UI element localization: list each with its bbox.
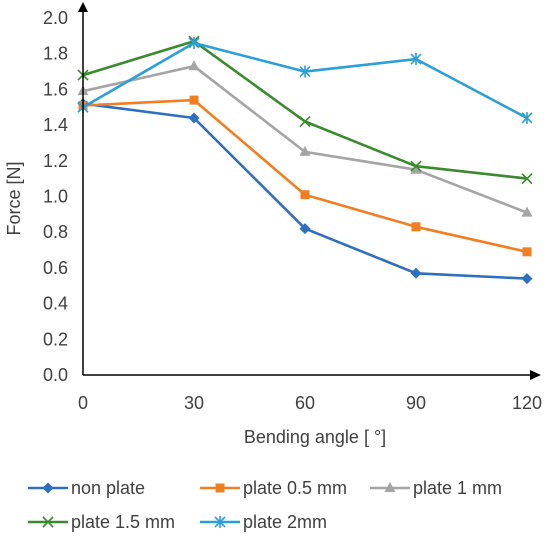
legend-label: non plate: [71, 478, 145, 498]
y-tick-label: 1.2: [43, 151, 68, 171]
y-tick-label: 0.4: [43, 294, 68, 314]
legend-label: plate 2mm: [243, 512, 327, 532]
data-point: [299, 65, 311, 78]
data-point: [522, 247, 532, 257]
data-point: [299, 145, 311, 156]
y-tick-label: 1.4: [43, 115, 68, 135]
axes-layer: [78, 2, 541, 380]
series-layer: [77, 35, 533, 285]
legend-item: plate 1 mm: [370, 478, 502, 498]
legend-marker: [42, 516, 54, 528]
data-point: [188, 60, 200, 71]
data-point: [410, 160, 422, 172]
y-tick-label: 0.0: [43, 365, 68, 385]
x-tick-label: 0: [78, 393, 88, 413]
data-point: [300, 190, 310, 200]
legend-item: plate 1.5 mm: [28, 512, 175, 532]
legend-item: plate 0.5 mm: [200, 478, 347, 498]
legend-item: plate 2mm: [200, 512, 327, 532]
y-tick-label: 1.6: [43, 79, 68, 99]
legend-marker: [42, 482, 54, 494]
data-point: [189, 95, 199, 105]
x-tick-label: 90: [406, 393, 426, 413]
legend-label: plate 1 mm: [413, 478, 502, 498]
y-axis-title: Force [N]: [4, 161, 24, 235]
series-line: [82, 39, 528, 180]
x-axis-title: Bending angle [ °]: [244, 427, 386, 447]
legend-label: plate 0.5 mm: [243, 478, 347, 498]
x-tick-label: 120: [512, 393, 542, 413]
tick-labels: 0.0 0.2 0.4 0.6 0.8 1.0 1.2 1.4 1.6 1.8 2.0 0 30 60 90…: [43, 8, 542, 413]
data-point: [299, 115, 311, 128]
legend-label: plate 1.5 mm: [71, 512, 175, 532]
y-tick-label: 1.0: [43, 187, 68, 207]
x-axis-arrow: [530, 370, 541, 380]
legend-marker: [384, 482, 396, 492]
data-point: [521, 173, 533, 185]
legend-marker: [214, 516, 226, 528]
y-tick-label: 2.0: [43, 8, 68, 28]
series-plate-1-5-mm: [77, 35, 533, 185]
y-tick-label: 0.8: [43, 222, 68, 242]
data-point: [411, 222, 421, 232]
y-tick-label: 1.8: [43, 44, 68, 64]
legend: non plate plate 0.5 mm plate 1 mm plate 1.5…: [28, 478, 502, 532]
data-point: [410, 163, 422, 174]
y-tick-label: 0.6: [43, 258, 68, 278]
data-point: [410, 53, 422, 66]
legend-item: non plate: [28, 478, 145, 498]
x-tick-label: 60: [295, 393, 315, 413]
data-point: [188, 112, 200, 124]
y-axis-arrow: [78, 2, 88, 12]
legend-marker: [215, 483, 225, 493]
data-point: [299, 223, 311, 235]
data-point: [521, 273, 533, 285]
x-tick-label: 30: [184, 393, 204, 413]
data-point: [521, 111, 533, 124]
data-point: [521, 206, 533, 217]
data-point: [188, 36, 200, 49]
y-tick-label: 0.2: [43, 329, 68, 349]
data-point: [410, 267, 422, 279]
